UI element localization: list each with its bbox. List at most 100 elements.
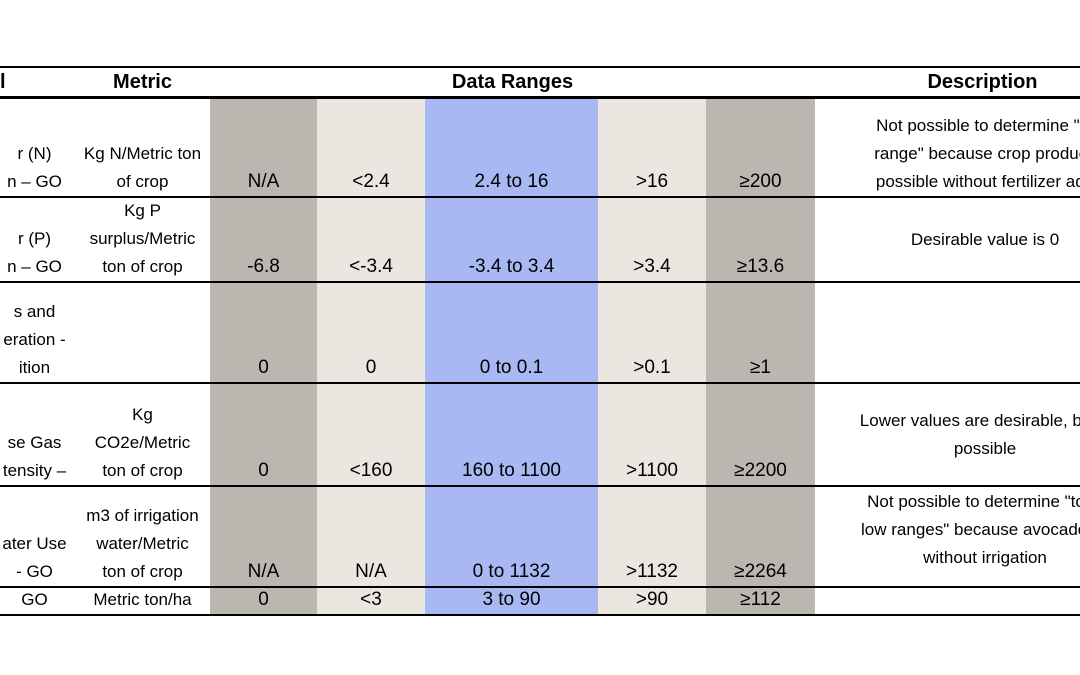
indicator-cell: se Gas tensity – [0, 384, 77, 485]
data-range-cell-line: ≥200 [739, 171, 782, 192]
col-bg-1 [210, 97, 317, 615]
data-range-cell: N/A [210, 487, 317, 586]
data-range-cell-line: 0 [258, 357, 269, 378]
data-range-cell: ≥13.6 [706, 198, 815, 281]
data-range-cell: ≥200 [706, 99, 815, 196]
indicator-cell: ater Use - GO [0, 487, 77, 586]
indicator-cell-line: se Gas [7, 433, 62, 452]
metric-cell-line: surplus/Metric [89, 229, 196, 248]
indicator-cell-line: ater Use [2, 534, 67, 553]
col-bg-2 [317, 97, 425, 615]
data-range-cell-line: <3 [360, 589, 382, 610]
data-range-cell: 0 [210, 283, 317, 382]
data-range-cell-line: ≥13.6 [736, 256, 785, 277]
data-range-cell: -3.4 to 3.4 [425, 198, 598, 281]
description-cell-line: possible [953, 438, 1017, 458]
header-border [0, 96, 1080, 99]
metric-cell-line: ton of crop [102, 461, 183, 480]
data-range-cell: <2.4 [317, 99, 425, 196]
indicator-cell: GO [0, 588, 77, 614]
data-range-cell-line: -3.4 to 3.4 [468, 256, 555, 277]
data-range-cell-line: 3 to 90 [482, 589, 541, 610]
metric-cell-line: CO2e/Metric [94, 433, 191, 452]
description-cell-line: possible without fertilizer add [875, 172, 1080, 191]
header-description: Description [927, 71, 1038, 93]
data-range-cell-line: >1132 [626, 561, 678, 582]
description-cell: Desirable value is 0 [815, 198, 1080, 281]
data-range-cell: -6.8 [210, 198, 317, 281]
row-divider [0, 586, 1080, 588]
metric-cell-line: of crop [116, 172, 169, 191]
data-range-cell-line: 160 to 1100 [462, 460, 561, 481]
data-range-cell: ≥112 [706, 588, 815, 614]
description-cell-line: without irrigation [923, 548, 1047, 567]
metric-cell: Kg CO2e/Metric ton of crop [75, 384, 210, 485]
data-range-cell-line: 0 to 1132 [472, 561, 551, 582]
data-range-cell: 160 to 1100 [425, 384, 598, 485]
metric-cell-line: Kg P [124, 201, 161, 220]
data-range-cell-line: N/A [355, 561, 387, 582]
description-cell-line: low ranges" because avocados c [861, 520, 1080, 539]
bottom-border [0, 614, 1080, 616]
data-range-cell: ≥2200 [706, 384, 815, 485]
metric-cell-line: water/Metric [96, 534, 189, 553]
description-cell: Not possible to determine "too l low rang… [815, 487, 1080, 572]
indicator-cell-line: GO [21, 590, 48, 609]
indicator-cell-line: tensity – [2, 461, 67, 480]
row-divider [0, 281, 1080, 283]
data-range-cell-line: >16 [635, 171, 669, 192]
header-indicator: l [0, 71, 6, 93]
data-range-cell: >1132 [598, 487, 706, 586]
description-cell-line: Not possible to determine "to [876, 116, 1080, 135]
data-range-cell-line: <160 [349, 460, 393, 481]
metric-cell: Kg N/Metric ton of crop [75, 99, 210, 196]
data-range-cell-line: >1100 [626, 460, 678, 481]
indicator-cell-line: s and [13, 302, 56, 321]
data-range-cell-line: 2.4 to 16 [474, 171, 549, 192]
indicator-cell-line: eration - [3, 330, 66, 349]
description-cell-line: range" because crop producti [874, 144, 1080, 163]
indicator-cell-line: ition [18, 358, 51, 377]
metric-cell-line: Kg N/Metric ton [83, 144, 202, 163]
description-cell-line: Lower values are desirable, but a [859, 410, 1080, 430]
metric-cell-line: m3 of irrigation [86, 506, 199, 525]
description-cell-line: Not possible to determine "too l [867, 492, 1080, 511]
metric-cell: Metric ton/ha [75, 588, 210, 614]
data-range-cell-line: 0 to 0.1 [479, 357, 544, 378]
data-range-cell: <160 [317, 384, 425, 485]
data-range-cell: 0 to 1132 [425, 487, 598, 586]
data-range-cell-line: ≥1 [750, 357, 771, 378]
col-bg-5 [706, 97, 815, 615]
metric-cell: m3 of irrigation water/Metric ton of crop [75, 487, 210, 586]
metric-cell-line: ton of crop [102, 257, 183, 276]
indicator-cell: s and eration - ition [0, 283, 77, 382]
col-bg-3 [425, 97, 598, 615]
indicator-cell: r (N) n – GO [0, 99, 77, 196]
row-divider [0, 382, 1080, 384]
data-range-cell: N/A [317, 487, 425, 586]
data-range-cell: N/A [210, 99, 317, 196]
data-range-cell: 0 [210, 384, 317, 485]
description-cell: Lower values are desirable, but a possibl… [815, 384, 1080, 485]
description-cell-line: Desirable value is 0 [910, 229, 1060, 249]
data-range-cell: ≥1 [706, 283, 815, 382]
row-divider [0, 485, 1080, 487]
metric-cell-line: Metric ton/ha [93, 590, 192, 609]
data-range-cell: 0 [210, 588, 317, 614]
data-range-cell: >16 [598, 99, 706, 196]
indicator-cell-line: n – GO [7, 257, 62, 276]
data-range-cell: 3 to 90 [425, 588, 598, 614]
data-range-cell-line: N/A [247, 561, 280, 582]
data-range-cell-line: 0 [258, 589, 269, 610]
data-range-cell-line: >0.1 [633, 357, 671, 378]
indicator-cell-line: n – GO [7, 172, 62, 191]
description-cell: Not possible to determine "to range" beca… [815, 99, 1080, 196]
data-range-cell-line: 0 [365, 357, 377, 378]
header-metric: Metric [113, 71, 172, 93]
metric-cell-line: Kg [132, 405, 153, 424]
data-range-cell-line: -6.8 [247, 256, 280, 277]
row-divider [0, 196, 1080, 198]
data-range-cell-line: N/A [247, 171, 280, 192]
indicator-cell-line: r (P) [17, 229, 52, 248]
metric-cell-line: ton of crop [102, 562, 183, 581]
